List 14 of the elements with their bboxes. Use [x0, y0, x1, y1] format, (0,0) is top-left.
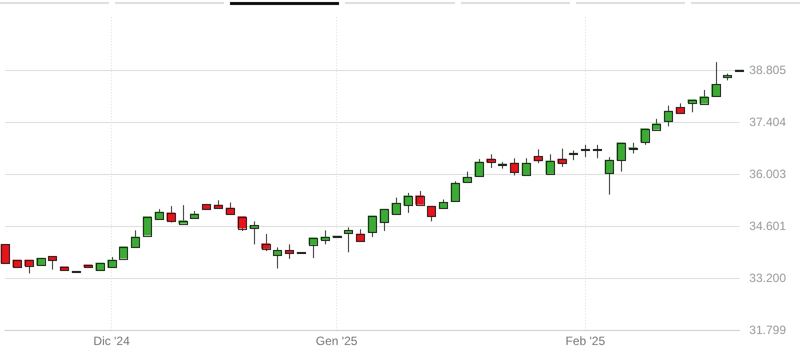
candlestick — [510, 158, 519, 176]
y-tick-label: 33.200 — [749, 270, 786, 285]
candlestick — [569, 150, 578, 161]
y-tick-label: 37.404 — [749, 114, 786, 129]
candlestick — [284, 244, 294, 260]
x-tick-label: Gen '25 — [316, 334, 358, 348]
y-tick-label: 36.003 — [749, 166, 786, 181]
candlestick — [581, 144, 590, 158]
y-tick-label: 34.601 — [749, 218, 786, 233]
y-tick-label: 31.799 — [749, 322, 786, 337]
candlestick — [273, 246, 282, 270]
x-tick-label: Feb '25 — [566, 334, 606, 348]
x-tick-label: Dic '24 — [93, 334, 130, 348]
y-tick-label: 38.805 — [749, 62, 786, 77]
